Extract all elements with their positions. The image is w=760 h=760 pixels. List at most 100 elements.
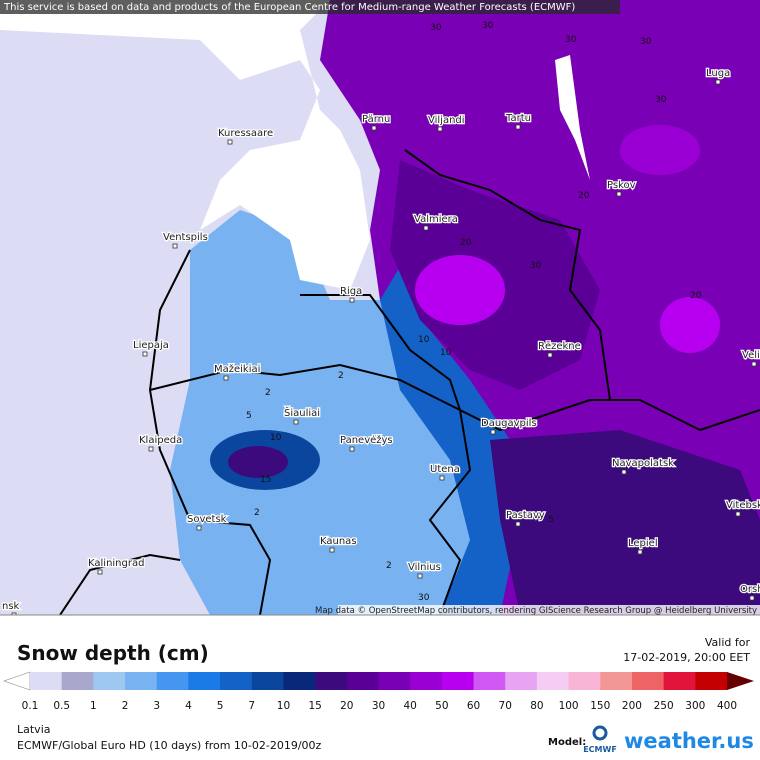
scale-label: 60 [467,700,480,712]
contour-label: 2 [338,371,344,381]
scale-label: 7 [248,700,255,712]
scale-label: 300 [685,700,705,712]
city-label: Panevėžys [340,434,393,446]
city-dot [423,225,429,231]
city-label: Lepiel [628,538,658,549]
scale-swatch [188,672,221,690]
contour-label: 15 [260,475,271,485]
scale-label: 4 [185,700,192,712]
city-dot [349,297,355,303]
city-label: Ventspils [163,232,208,243]
coast-line [148,249,191,521]
city-label: Pastavy [506,510,545,521]
city-dot [437,126,443,132]
legend-title: Snow depth (cm) [17,641,209,665]
city-dot [329,547,335,553]
contour-label: 5 [548,515,554,525]
scale-swatch [93,672,126,690]
scale-label: 100 [559,700,579,712]
city-dot [547,352,553,358]
city-label: Liepaja [133,340,169,351]
scale-label: 0.5 [53,700,70,712]
scale-label: 15 [308,700,321,712]
osm-bg [338,605,760,615]
max-snow [660,297,720,353]
sea [0,0,370,290]
city-dot [749,595,755,601]
scale-label: 3 [153,700,160,712]
contour-label: 30 [655,95,667,105]
snow-spot [228,446,288,478]
city-label: Kuressaare [218,128,273,139]
scale-label: 40 [403,700,416,712]
contour-label: 30 [530,261,542,271]
scale-label: 10 [277,700,290,712]
border-line [189,519,272,615]
city-dot [715,79,721,85]
scale-label: 2 [122,700,129,712]
city-dot [349,446,355,452]
max-snow [415,255,505,325]
scale-swatch [125,672,158,690]
city-dot [227,139,233,145]
contour-label: 10 [270,433,282,443]
scale-swatch [631,672,665,690]
borders [59,149,760,615]
city-label: Orsha [740,584,760,595]
city-label: Šiauliai [284,406,320,419]
valid-label: Valid for [705,636,751,649]
scale-swatch [346,672,379,690]
contour-label: 20 [578,191,590,201]
scale-swatch [568,672,601,690]
city-label: Daugavpils [481,418,537,429]
contour-label: 5 [246,411,252,421]
city-label: Luga [706,68,730,79]
contour-label: 10 [418,335,430,345]
contour-label: 30 [482,21,494,31]
attribution-bg [0,0,620,14]
city-dot [293,419,299,425]
contour-label: 30 [640,37,652,47]
scale-swatch [378,672,411,690]
scale-label: 50 [435,700,448,712]
contour-label: 20 [690,291,702,301]
scale-swatch [663,672,696,690]
city-dot [148,446,154,452]
city-label: Riga [340,286,362,297]
scale-swatch [251,672,284,690]
scale-swatch [61,672,94,690]
scale-swatch [473,672,506,690]
deep-snow [490,430,760,615]
city-dot [621,469,627,475]
city-label: Navapolatsk [612,458,674,469]
city-label: Pärnu [362,114,390,125]
scale-label: 150 [590,700,610,712]
scale-swatch [156,672,189,690]
city-dot [751,361,757,367]
scale-swatch [505,672,538,690]
city-dot [417,573,423,579]
city-label: Utena [430,464,460,475]
valid-time: 17-02-2019, 20:00 EET [623,651,750,664]
map: This service is based on data and produc… [0,0,760,615]
contour-label: 30 [565,35,577,45]
city-dot [515,521,521,527]
scale-high [727,672,754,690]
model-name: ECMWF [583,745,617,754]
city-label: Valmiera [414,214,458,225]
scale-label: 5 [217,700,224,712]
blue-snow [170,210,500,615]
city-dot [637,549,643,555]
contour-label: 30 [418,593,430,603]
scale-label: 0.1 [22,700,39,712]
scale-swatch [283,672,316,690]
city-label: nsk [2,601,20,612]
scale-swatch [441,672,475,690]
city-dot [735,511,741,517]
city-label: Kaunas [320,536,357,547]
contour-label: 10 [440,348,452,358]
region: Latvia [17,723,51,736]
contour-label: 2 [254,508,260,518]
city-dot [439,475,445,481]
